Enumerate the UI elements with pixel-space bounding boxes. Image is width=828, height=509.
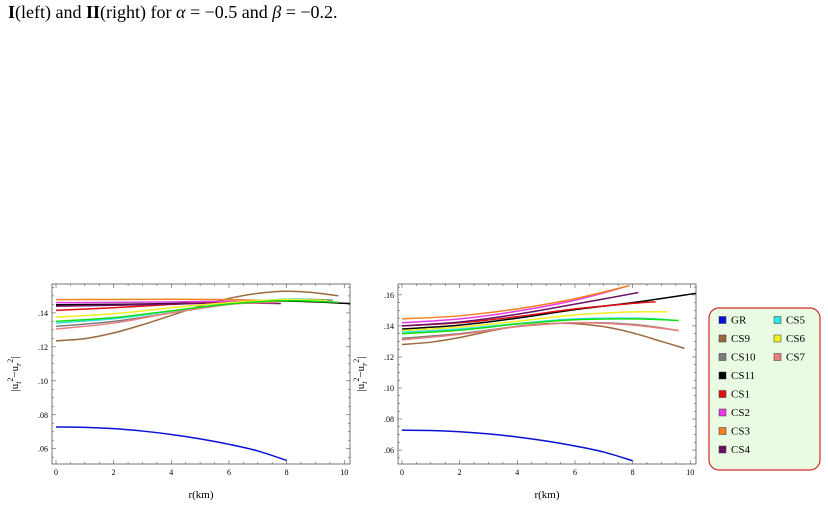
legend-label: CS9 [731,333,750,345]
plot-frame [51,283,351,465]
legend-swatch [718,390,727,398]
series-line-cs9 [55,290,339,342]
legend-swatch [718,334,727,343]
caption-part-right: (right) for [100,2,176,22]
caption-part-I: I [8,2,16,22]
caption-beta-value: = −0.2. [281,2,338,22]
y-tick-label: .08 [38,411,48,420]
x-axis-label: r(km) [188,489,213,501]
series-line-cs4 [401,291,639,327]
legend-label: CS6 [786,333,805,345]
legend-swatch [718,408,727,417]
legend-label: CS10 [731,352,756,364]
series-line-unlabeled [401,318,679,335]
legend-swatch [718,353,727,361]
series-line-cs6 [401,310,668,332]
legend-box [708,307,821,471]
series-line-cs7 [401,322,679,341]
caption-alpha-value: = −0.5 and [185,2,273,22]
legend-label: CS2 [731,407,750,419]
x-tick-label: 4 [169,468,173,477]
chart-right: 0 2 4 6 8 10 .06 .08 .10 .12 .14 .16 r(km) |ut2−ur2| [352,283,697,501]
y-tick-label: .06 [384,446,394,455]
caption-part-left: (left) and [15,2,86,22]
x-tick-label: 4 [515,468,519,477]
x-tick-label: 2 [458,468,462,477]
y-tick-label: .14 [38,309,48,318]
y-tick-label: .16 [384,291,394,300]
y-tick-label: .10 [384,384,394,393]
legend: GR CS9 CS10 CS11 CS1 CS2 CS3 CS4 CS5 CS6 CS7 [708,307,821,471]
series-line-unlabeled [55,299,339,323]
legend-swatch [773,316,782,324]
legend-label: CS7 [786,352,805,364]
x-tick-label: 2 [112,468,116,477]
y-axis-label: |ut2−ur2| [352,357,369,392]
y-tick-label: .14 [384,322,394,331]
y-axis-label: |ut2−ur2| [6,357,23,392]
x-tick-label: 10 [686,468,694,477]
legend-swatch [773,334,782,343]
x-tick-label: 6 [227,468,231,477]
series-line-cs3 [401,284,630,320]
legend-label: CS5 [786,315,805,327]
legend-label: CS4 [731,444,750,456]
y-tick-label: .10 [38,377,48,386]
y-tick-label: .08 [384,415,394,424]
legend-label: GR [731,315,747,327]
caption-alpha: α [175,2,186,22]
legend-label: CS11 [731,370,755,382]
series-line-gr [401,429,633,462]
series-line-cs2 [401,285,628,324]
x-tick-label: 0 [400,468,404,477]
caption-part-II: II [85,2,100,22]
x-tick-label: 10 [340,468,348,477]
legend-label: CS3 [731,426,750,438]
legend-swatch [718,427,727,435]
legend-swatch [718,316,727,324]
chart-left: 0 2 4 6 8 10 .06 .08 .10 .12 .14 r(km) |ut2−ur2| [6,283,351,501]
x-tick-label: 6 [573,468,577,477]
x-tick-label: 0 [54,468,58,477]
caption-beta: β [272,2,282,22]
legend-label: CS1 [731,389,750,401]
plot-frame [397,283,697,465]
x-axis-label: r(km) [534,489,559,501]
x-tick-label: 8 [285,468,289,477]
legend-swatch [718,371,727,380]
series-line-cs6 [55,298,327,318]
series-line-cs11 [401,292,697,330]
y-tick-label: .12 [384,353,394,362]
series-line-gr [55,426,287,462]
figure-caption: I(left) and II(right) for α = −0.5 and β… [8,2,338,23]
legend-swatch [773,353,782,361]
series-line-cs3 [55,298,281,302]
legend-swatch [718,445,727,454]
y-tick-label: .12 [38,343,48,352]
y-tick-label: .06 [38,445,48,454]
x-tick-label: 8 [631,468,635,477]
